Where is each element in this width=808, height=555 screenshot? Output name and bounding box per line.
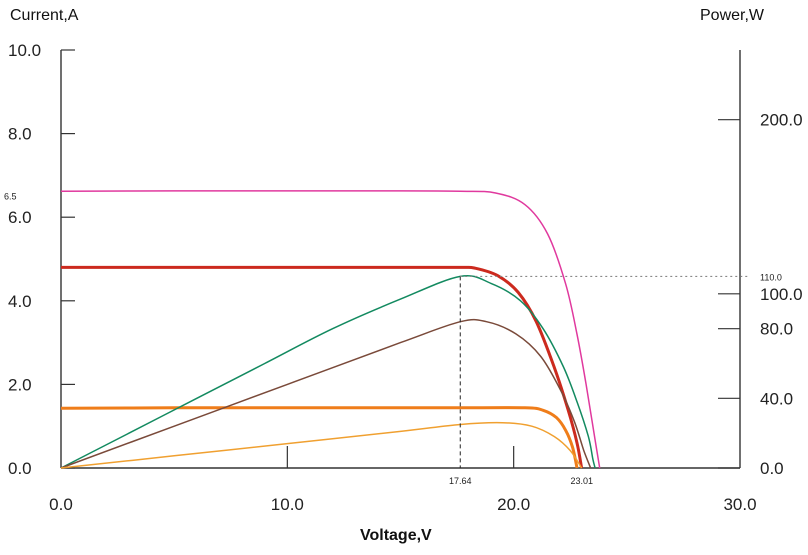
series-line-1 (61, 265, 584, 469)
y-left-axis-title: Current,A (10, 7, 79, 24)
y-left-tick-label: 8.0 (8, 125, 32, 144)
axes: 0.0 2.0 4.0 6.0 8.0 10.0 0.0 40.0 80.0 100.0 200.0… (8, 41, 803, 514)
x-tick-label: 20.0 (497, 495, 530, 514)
x-tick-label: 0.0 (49, 495, 73, 514)
y-left-tick-label: 0.0 (8, 459, 32, 478)
series-line-2 (60, 406, 579, 469)
y-right-tick-label: 0.0 (760, 459, 784, 478)
x-axis-title: Voltage,V (360, 527, 432, 544)
pmax-label: 110.0 (760, 272, 782, 282)
marks-layer: 6.5 110.0 17.64 23.01 (4, 191, 782, 486)
series-layer (60, 190, 601, 469)
series-line-5 (60, 421, 583, 469)
y-right-axis-title: Power,W (700, 7, 765, 24)
vmp-label: 17.64 (449, 476, 472, 486)
isc-label: 6.5 (4, 191, 17, 201)
series-line-4 (60, 318, 592, 469)
y-right-tick-label: 200.0 (760, 111, 803, 130)
y-right-tick-label: 100.0 (760, 285, 803, 304)
series-line-0 (60, 190, 601, 469)
x-tick-label: 30.0 (723, 495, 756, 514)
voc-label: 23.01 (571, 476, 594, 486)
y-left-tick-label: 2.0 (8, 375, 32, 394)
y-left-tick-label: 6.0 (8, 208, 32, 227)
series-line-3 (60, 275, 596, 469)
y-left-tick-label: 10.0 (8, 41, 41, 60)
y-left-tick-label: 4.0 (8, 292, 32, 311)
x-tick-label: 10.0 (271, 495, 304, 514)
y-right-tick-label: 80.0 (760, 320, 793, 339)
y-right-tick-label: 40.0 (760, 389, 793, 408)
